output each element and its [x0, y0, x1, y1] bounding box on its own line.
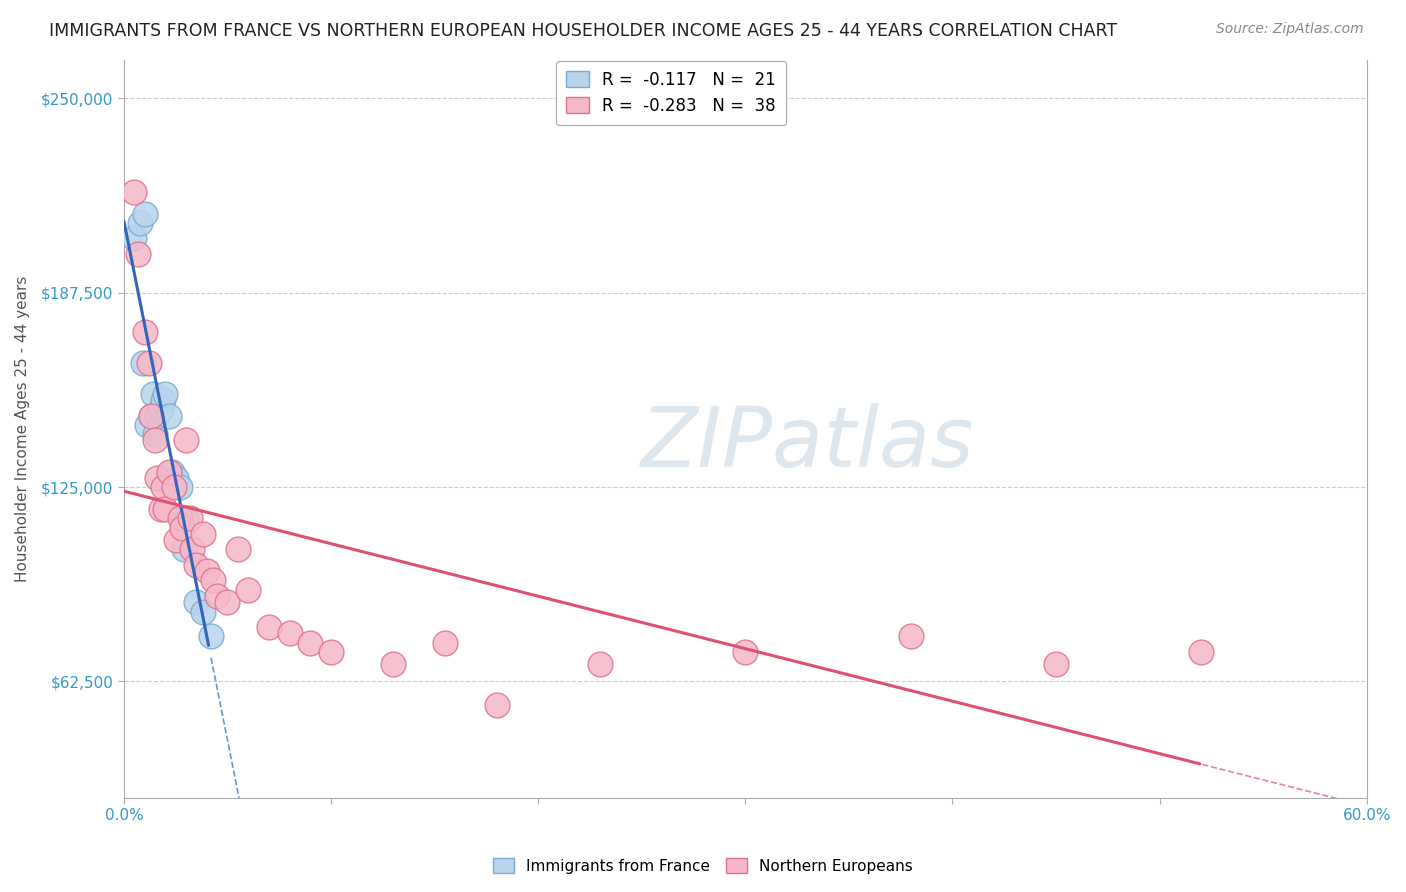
- Point: [485, 698, 508, 712]
- Point: [226, 542, 249, 557]
- Point: [174, 511, 197, 525]
- Point: [186, 558, 208, 572]
- Legend: R =  -0.117   N =  21, R =  -0.283   N =  38: R = -0.117 N = 21, R = -0.283 N = 38: [555, 61, 786, 125]
- Point: [169, 511, 191, 525]
- Point: [152, 393, 174, 408]
- Point: [191, 605, 214, 619]
- Point: [589, 657, 612, 672]
- Point: [201, 574, 224, 588]
- Point: [734, 645, 756, 659]
- Point: [138, 356, 160, 370]
- Point: [195, 564, 218, 578]
- Point: [146, 471, 169, 485]
- Point: [165, 533, 187, 547]
- Point: [433, 635, 456, 649]
- Point: [122, 185, 145, 199]
- Point: [173, 542, 195, 557]
- Legend: Immigrants from France, Northern Europeans: Immigrants from France, Northern Europea…: [486, 852, 920, 880]
- Point: [278, 626, 301, 640]
- Text: Source: ZipAtlas.com: Source: ZipAtlas.com: [1216, 22, 1364, 37]
- Point: [181, 542, 204, 557]
- Point: [129, 216, 152, 230]
- Point: [238, 582, 260, 597]
- Point: [169, 480, 191, 494]
- Point: [146, 409, 169, 423]
- Point: [217, 595, 239, 609]
- Text: ZIPatlas: ZIPatlas: [641, 403, 974, 484]
- Point: [165, 471, 187, 485]
- Point: [299, 635, 322, 649]
- Point: [1189, 645, 1212, 659]
- Point: [257, 620, 280, 634]
- Point: [127, 247, 149, 261]
- Point: [150, 502, 173, 516]
- Y-axis label: Householder Income Ages 25 - 44 years: Householder Income Ages 25 - 44 years: [15, 276, 30, 582]
- Point: [205, 589, 228, 603]
- Point: [319, 645, 342, 659]
- Point: [174, 434, 197, 448]
- Point: [1045, 657, 1067, 672]
- Point: [139, 409, 162, 423]
- Point: [191, 526, 214, 541]
- Point: [139, 409, 162, 423]
- Point: [122, 231, 145, 245]
- Point: [160, 465, 183, 479]
- Point: [142, 387, 165, 401]
- Point: [134, 206, 156, 220]
- Point: [179, 511, 201, 525]
- Point: [134, 325, 156, 339]
- Point: [152, 480, 174, 494]
- Point: [135, 417, 157, 432]
- Point: [155, 502, 177, 516]
- Point: [159, 409, 181, 423]
- Point: [200, 629, 222, 643]
- Point: [900, 629, 922, 643]
- Point: [131, 356, 153, 370]
- Point: [170, 520, 193, 534]
- Point: [143, 427, 166, 442]
- Point: [159, 465, 181, 479]
- Point: [162, 480, 184, 494]
- Point: [143, 434, 166, 448]
- Point: [155, 387, 177, 401]
- Point: [186, 595, 208, 609]
- Point: [150, 402, 173, 417]
- Point: [382, 657, 405, 672]
- Text: IMMIGRANTS FROM FRANCE VS NORTHERN EUROPEAN HOUSEHOLDER INCOME AGES 25 - 44 YEAR: IMMIGRANTS FROM FRANCE VS NORTHERN EUROP…: [49, 22, 1118, 40]
